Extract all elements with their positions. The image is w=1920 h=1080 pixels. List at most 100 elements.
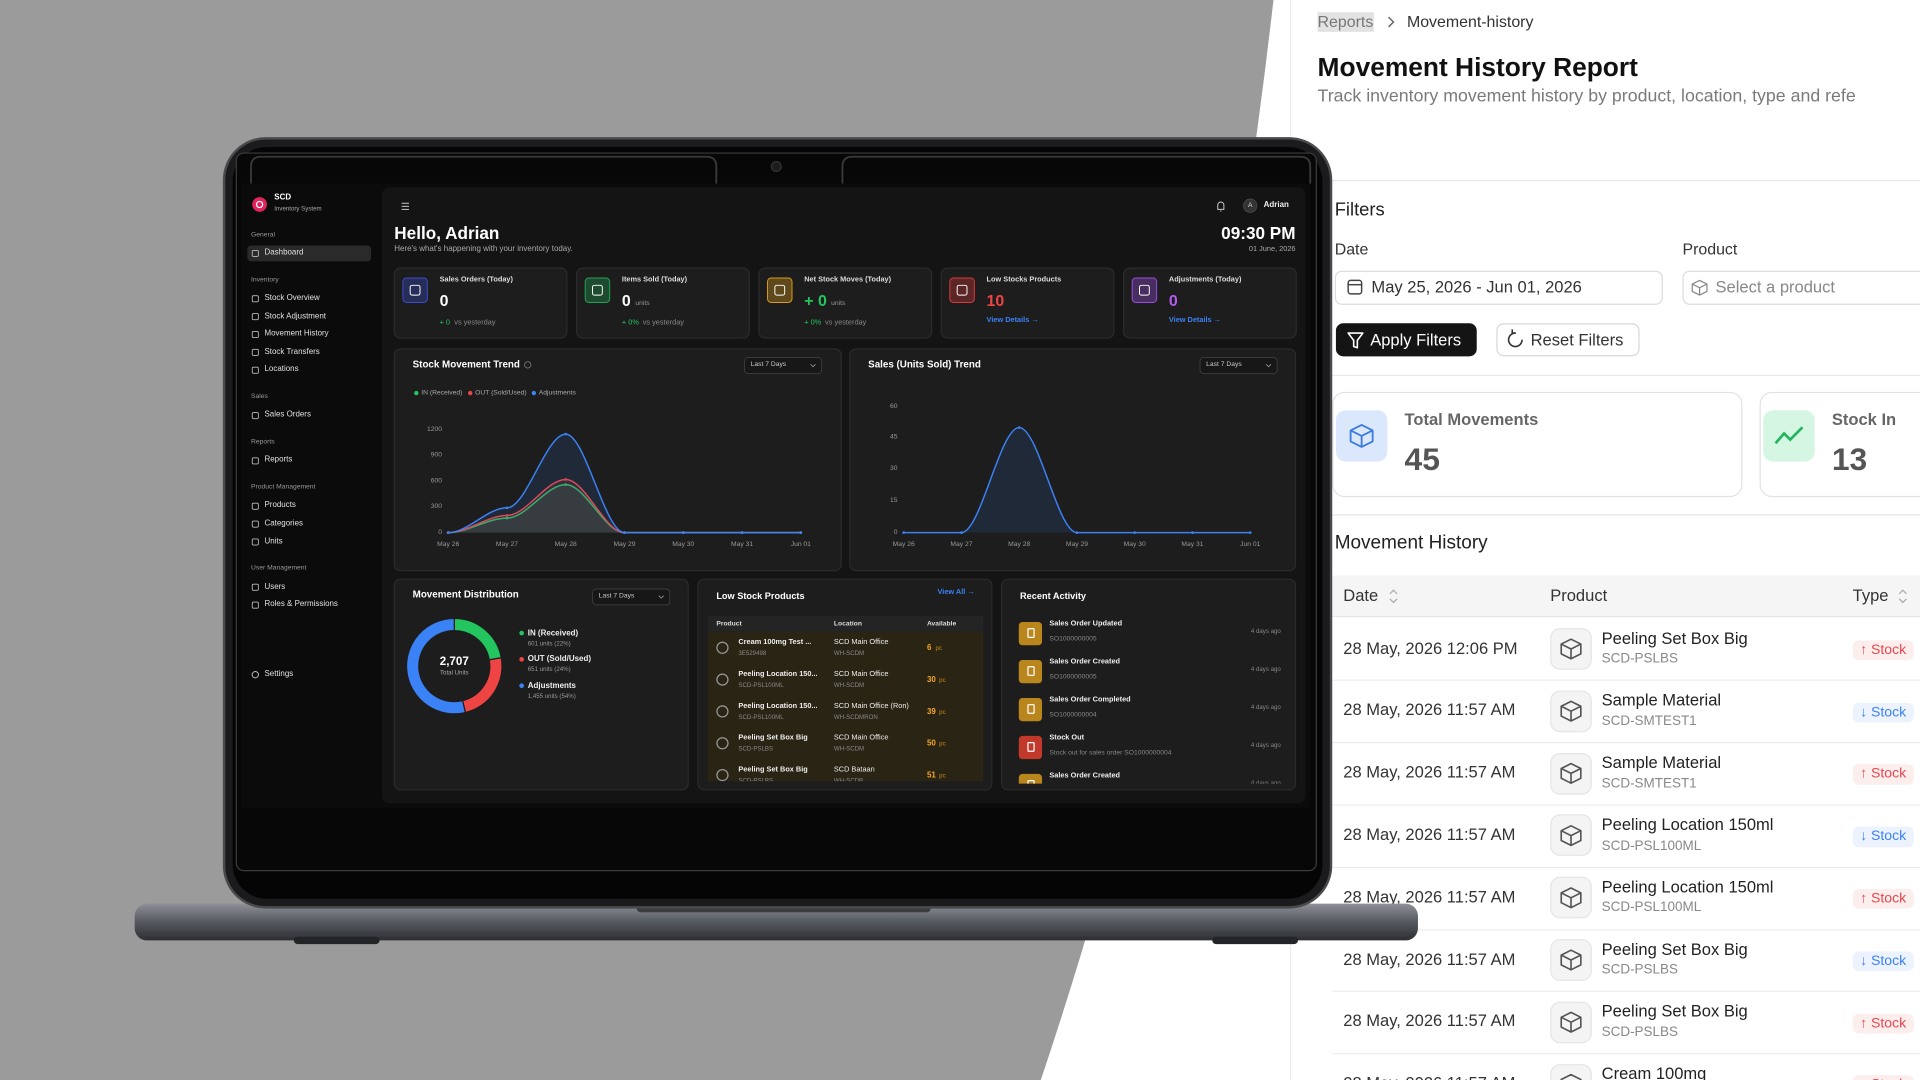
activity-icon	[1018, 697, 1043, 721]
column-header: Available	[926, 620, 957, 628]
nav-icon	[251, 249, 259, 257]
column-header[interactable]: Type	[1852, 586, 1889, 605]
nav-item[interactable]: Stock Adjustment	[264, 311, 327, 321]
card-title: Low Stock Products	[716, 590, 805, 602]
product-sku: SCD-PSL100ML	[738, 681, 784, 690]
stat-icon	[1763, 410, 1815, 462]
column-header[interactable]: Date	[1343, 586, 1379, 605]
legend-label: IN (Received)	[421, 388, 463, 397]
activity-icon	[1018, 621, 1043, 645]
nav-item[interactable]: Sales Orders	[264, 410, 311, 420]
product-sku: 3E529498	[738, 650, 767, 658]
activity-icon	[1018, 659, 1043, 683]
activity-title: Sales Order Updated	[1049, 621, 1123, 629]
quantity-unit: pc	[939, 741, 946, 749]
quantity: 30	[926, 675, 936, 685]
column-header: Product	[1550, 586, 1608, 605]
nav-item[interactable]: Stock Transfers	[264, 347, 320, 357]
quantity: 50	[926, 739, 936, 749]
row-divider	[1332, 991, 1920, 993]
nav-item[interactable]: Settings	[264, 669, 294, 679]
activity-title: Sales Order Completed	[1049, 697, 1131, 705]
range-label[interactable]: Last 7 Days	[598, 592, 635, 601]
breadcrumb-link[interactable]: Reports	[1317, 12, 1374, 32]
activity-time: 4 days ago	[1250, 703, 1281, 712]
x-tick-label: May 30	[672, 540, 695, 549]
nav-section: User Management	[251, 564, 307, 573]
row-product: Peeling Set Box Big	[1601, 939, 1748, 959]
nav-item[interactable]: Products	[264, 501, 296, 510]
row-type: ↓ Stock	[1852, 951, 1914, 972]
nav-item[interactable]: Users	[264, 582, 286, 591]
kpi-title: Adjustments (Today)	[1168, 277, 1242, 285]
kpi-title: Low Stocks Products	[986, 277, 1062, 285]
screen-tab	[841, 155, 1312, 184]
nav-item[interactable]: Dashboard	[264, 248, 304, 258]
logo-mark	[255, 200, 264, 209]
stat-card	[1332, 391, 1743, 498]
product-thumb	[1550, 628, 1592, 670]
avatar-initial[interactable]: A	[1247, 201, 1253, 209]
nav-item[interactable]: Locations	[264, 365, 299, 374]
kpi-unit: units	[831, 299, 846, 307]
product-sku: SCD-PSLBS	[738, 745, 774, 753]
location-code: WH-SCDM	[833, 681, 865, 690]
nav-icon	[251, 366, 259, 374]
apply-button[interactable]	[1335, 323, 1477, 357]
chart-title: Movement Distribution	[412, 589, 519, 601]
sort-icon	[1898, 589, 1907, 595]
activity-time: 4 days ago	[1250, 628, 1281, 636]
stat-value: 13	[1831, 440, 1868, 478]
nav-item[interactable]: Units	[264, 537, 283, 546]
y-tick-label: 60	[890, 402, 898, 410]
series-area	[448, 484, 801, 533]
chart-title: Stock Movement Trend	[412, 358, 520, 370]
laptop-foot	[1212, 936, 1298, 945]
apply-label: Apply Filters	[1370, 330, 1462, 349]
series-point	[902, 531, 906, 534]
product-thumb	[1550, 939, 1592, 981]
range-label[interactable]: Last 7 Days	[750, 361, 787, 369]
product-select[interactable]	[1682, 270, 1920, 305]
dropdown-chevron	[658, 595, 664, 599]
kpi-card	[758, 267, 933, 339]
reset-button[interactable]	[1496, 323, 1640, 357]
field-label: Product	[1682, 239, 1738, 259]
nav-item[interactable]: Reports	[264, 455, 293, 465]
location-name: SCD Bataan	[833, 766, 875, 775]
product-icon	[716, 641, 729, 654]
nav-item[interactable]: Categories	[264, 519, 303, 528]
product-icon	[716, 673, 729, 686]
date-input[interactable]	[1334, 270, 1663, 305]
y-tick-label: 1200	[427, 425, 443, 433]
kpi-value: 10	[986, 291, 1005, 310]
kpi-card	[393, 267, 568, 339]
clock-date: 01 June, 2026	[1248, 246, 1296, 254]
activity-time: 4 days ago	[1250, 665, 1281, 674]
row-divider	[1332, 1053, 1920, 1055]
brand-sub: Inventory System	[274, 205, 322, 213]
series-line	[903, 426, 1251, 534]
kpi-link[interactable]: View Details →	[1168, 317, 1222, 325]
row-date: 28 May, 2026 12:06 PM	[1343, 638, 1518, 658]
activity-title: Stock Out	[1049, 735, 1085, 743]
product-placeholder: Select a product	[1715, 277, 1835, 296]
row-type: ↑ Stock	[1852, 640, 1914, 661]
series-area	[903, 427, 1251, 533]
dropdown-chevron	[1265, 364, 1272, 368]
nav-item[interactable]: Stock Overview	[264, 293, 320, 303]
product-sku: SCD-PSLBS	[738, 777, 774, 782]
dropdown-chevron	[810, 364, 816, 368]
row-sku: SCD-PSL100ML	[1601, 900, 1702, 916]
row-type: ↓ Stock	[1852, 702, 1914, 723]
row-product: Sample Material	[1601, 753, 1722, 772]
kpi-link[interactable]: View Details →	[986, 317, 1039, 325]
nav-item[interactable]: Roles & Permissions	[264, 600, 338, 609]
x-tick-label: Jun 01	[1240, 540, 1261, 549]
sort-icon	[1389, 598, 1398, 604]
nav-icon	[251, 348, 259, 356]
view-all[interactable]: View All →	[937, 589, 975, 597]
range-label[interactable]: Last 7 Days	[1206, 361, 1242, 369]
nav-item[interactable]: Movement History	[264, 329, 329, 339]
